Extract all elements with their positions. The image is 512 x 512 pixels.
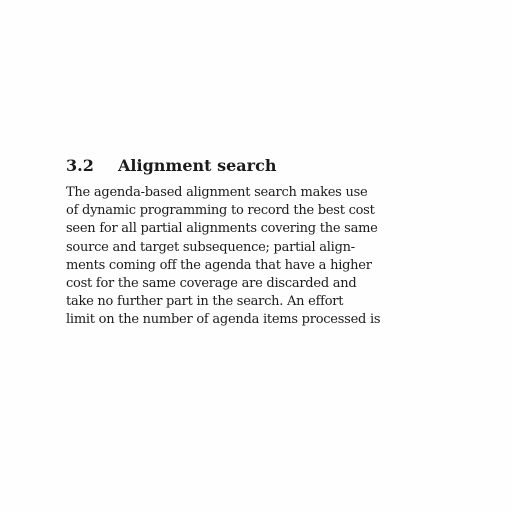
body-line: cost for the same coverage are discarded… bbox=[66, 276, 357, 292]
body-line: take no further part in the search. An e… bbox=[66, 294, 344, 310]
body-line: source and target subsequence; partial a… bbox=[66, 239, 355, 255]
section-title: Alignment search bbox=[118, 156, 277, 175]
section-alignment-search: 3.2 Alignment search The agenda-based ali… bbox=[66, 154, 446, 330]
body-line: The agenda-based alignment search makes … bbox=[66, 185, 368, 200]
section-body: The agenda-based alignment search makes … bbox=[66, 184, 446, 330]
section-number: 3.2 bbox=[66, 156, 94, 175]
body-line: seen for all partial alignments covering… bbox=[66, 221, 378, 237]
section-heading: 3.2 Alignment search bbox=[66, 154, 446, 178]
body-line: limit on the number of agenda items proc… bbox=[66, 312, 381, 328]
body-line: ments coming off the agenda that have a … bbox=[66, 257, 372, 273]
body-line: of dynamic programming to record the bes… bbox=[66, 203, 375, 219]
